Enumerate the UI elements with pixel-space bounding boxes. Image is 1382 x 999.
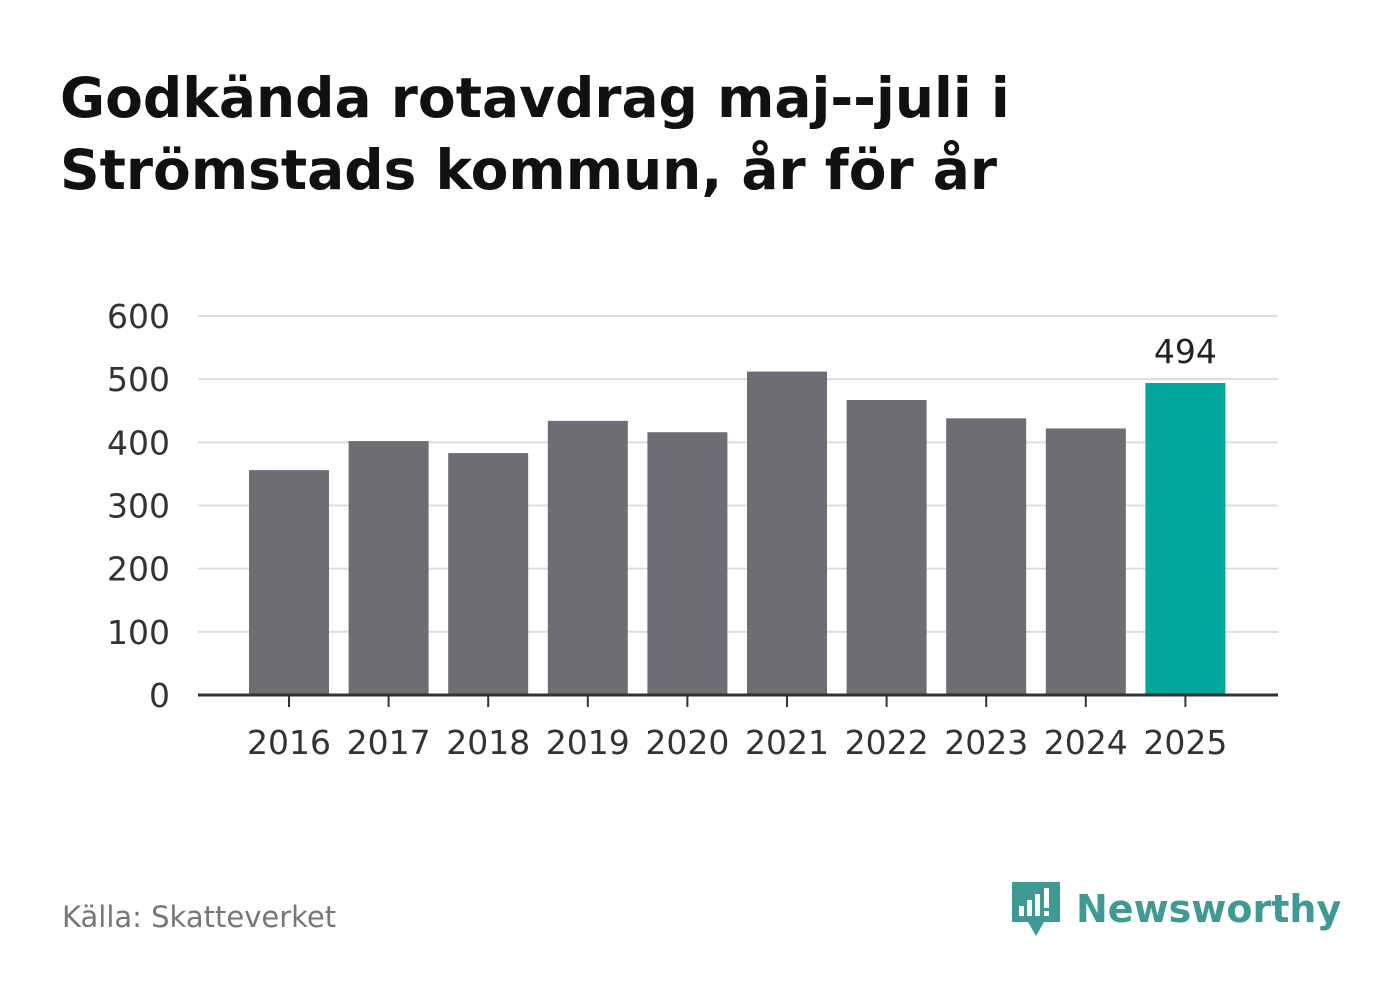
y-tick-labels: 0 100 200 300 400 500 600 xyxy=(107,297,170,715)
x-tick-label: 2020 xyxy=(645,723,729,762)
x-tick-label: 2017 xyxy=(347,723,431,762)
x-tick-label: 2021 xyxy=(745,723,829,762)
data-label: 494 xyxy=(1154,332,1217,371)
bar-2018 xyxy=(448,453,529,695)
bar-2020 xyxy=(647,432,728,695)
x-tick-label: 2023 xyxy=(944,723,1028,762)
chart-title: Godkända rotavdrag maj--juli i Strömstad… xyxy=(60,62,1320,206)
data-labels: 494 xyxy=(1154,332,1217,371)
x-axis xyxy=(198,693,1278,707)
y-tick-label: 200 xyxy=(107,550,170,589)
bar-2021 xyxy=(747,371,827,695)
y-tick-label: 0 xyxy=(149,676,170,715)
bar-2016 xyxy=(249,470,329,695)
bars xyxy=(249,371,1226,695)
bar-2019 xyxy=(547,420,628,695)
x-tick-label: 2019 xyxy=(546,723,630,762)
chart-title-line-2: Strömstads kommun, år för år xyxy=(60,138,997,202)
brand-logo: Newsworthy xyxy=(1010,878,1341,940)
x-tick-label: 2025 xyxy=(1143,723,1227,762)
bar-2023 xyxy=(946,418,1027,695)
brand-name: Newsworthy xyxy=(1076,887,1342,931)
y-tick-label: 300 xyxy=(107,487,170,526)
y-tick-label: 400 xyxy=(107,423,170,462)
x-tick-label: 2024 xyxy=(1044,723,1128,762)
chart-title-line-1: Godkända rotavdrag maj--juli i xyxy=(60,66,1010,130)
y-tick-label: 100 xyxy=(107,613,170,652)
x-tick-labels: 2016 2017 2018 2019 2020 2021 2022 2023 2024 2025 xyxy=(247,723,1227,762)
bar-2024 xyxy=(1045,428,1126,695)
y-tick-label: 500 xyxy=(107,360,170,399)
bar-2022 xyxy=(846,400,927,695)
x-tick-label: 2018 xyxy=(446,723,530,762)
x-tick-label: 2022 xyxy=(845,723,929,762)
x-tick-label: 2016 xyxy=(247,723,331,762)
bar-2017 xyxy=(348,441,429,695)
newsworthy-logo-icon xyxy=(1012,882,1060,936)
source-note: Källa: Skatteverket xyxy=(62,900,337,934)
y-tick-label: 600 xyxy=(107,297,170,336)
bar-2025 xyxy=(1145,382,1226,695)
